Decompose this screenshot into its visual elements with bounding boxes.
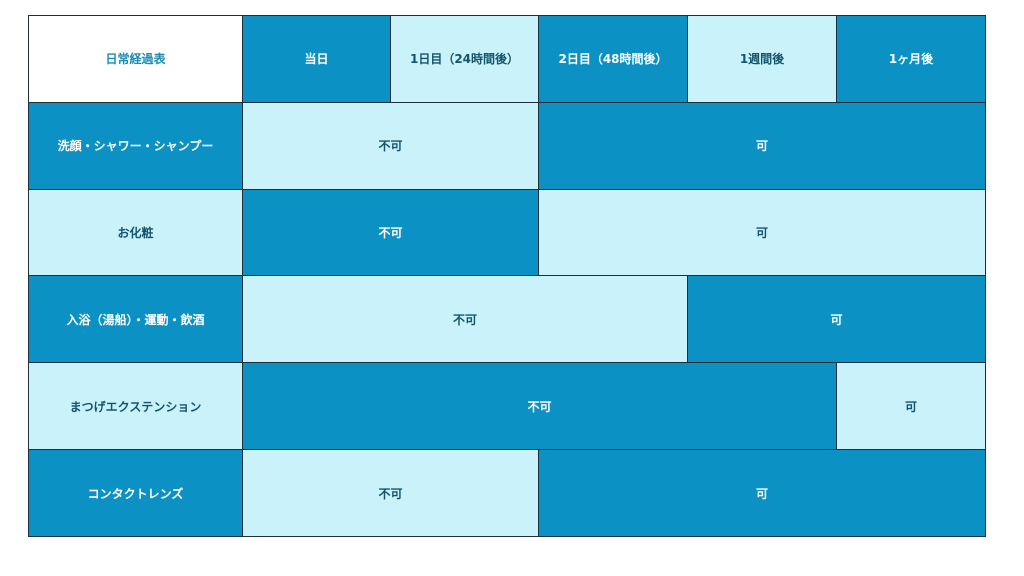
table-row: お化粧 不可 可	[28, 188, 986, 277]
table-title-cell: 日常経過表	[28, 15, 243, 103]
row-label: まつげエクステンション	[28, 362, 243, 451]
header-row: 日常経過表 当日 1日目（24時間後） 2日目（48時間後） 1週間後 1ヶ月後	[28, 15, 986, 103]
table-row: 洗顔・シャワー・シャンプー 不可 可	[28, 101, 986, 190]
status-cell-not-allowed: 不可	[242, 188, 539, 277]
column-header: 1日目（24時間後）	[390, 15, 539, 103]
row-label: 入浴（湯船）・運動・飲酒	[28, 275, 243, 364]
column-header: 1週間後	[687, 15, 837, 103]
status-cell-not-allowed: 不可	[242, 362, 837, 451]
table-row: 入浴（湯船）・運動・飲酒 不可 可	[28, 275, 986, 364]
status-cell-not-allowed: 不可	[242, 449, 539, 537]
column-header: 2日目（48時間後）	[538, 15, 688, 103]
table-row: コンタクトレンズ 不可 可	[28, 449, 986, 537]
status-cell-not-allowed: 不可	[242, 275, 688, 364]
row-label: コンタクトレンズ	[28, 449, 243, 537]
column-header: 1ヶ月後	[836, 15, 986, 103]
status-cell-not-allowed: 不可	[242, 101, 539, 190]
status-cell-allowed: 可	[687, 275, 986, 364]
column-header: 当日	[242, 15, 391, 103]
row-label: お化粧	[28, 188, 243, 277]
status-cell-allowed: 可	[538, 449, 986, 537]
table-row: まつげエクステンション 不可 可	[28, 362, 986, 451]
status-cell-allowed: 可	[538, 188, 986, 277]
row-label: 洗顔・シャワー・シャンプー	[28, 101, 243, 190]
recovery-schedule-table: 日常経過表 当日 1日目（24時間後） 2日目（48時間後） 1週間後 1ヶ月後…	[28, 15, 986, 537]
status-cell-allowed: 可	[836, 362, 986, 451]
status-cell-allowed: 可	[538, 101, 986, 190]
